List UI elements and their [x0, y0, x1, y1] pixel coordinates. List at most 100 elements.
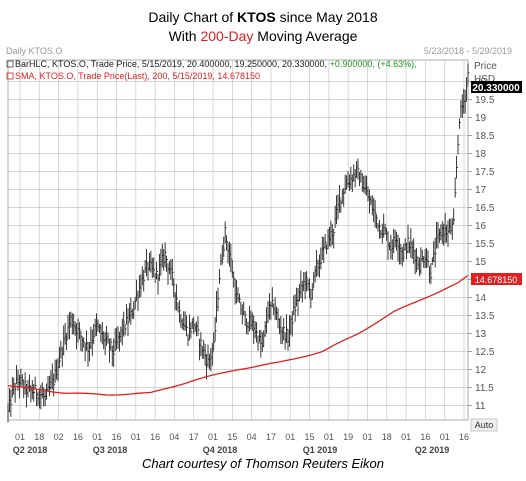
x-tick-label: 01 — [285, 432, 295, 442]
price-bar — [213, 332, 216, 351]
price-bar — [456, 155, 458, 179]
price-bar — [467, 63, 470, 85]
price-bar — [378, 219, 381, 239]
price-bar — [221, 244, 224, 265]
auto-scale-label: Auto — [475, 420, 494, 430]
price-bar — [93, 323, 96, 345]
last-price-tag-bg — [471, 81, 522, 93]
y-tick-label: 16.5 — [475, 203, 495, 214]
y-tick-label: 19.5 — [475, 95, 495, 106]
price-bar — [224, 221, 227, 244]
last-price-tag: 20.330000 — [472, 83, 520, 94]
x-period-label: Q2 2019 — [415, 445, 450, 455]
x-tick-label: 17 — [189, 432, 199, 442]
title-highlight: 200-Day — [200, 28, 254, 44]
title-line-2: With 200-Day Moving Average — [168, 28, 358, 44]
x-tick-label: 16 — [150, 432, 160, 442]
x-tick-label: 01 — [15, 432, 25, 442]
price-bar — [338, 184, 341, 213]
price-bar — [83, 337, 86, 348]
price-bar — [223, 236, 226, 258]
sma-price-tag: 14.678150 — [475, 275, 518, 285]
y-tick-label: 13.5 — [475, 311, 495, 322]
x-tick-label: 01 — [92, 432, 102, 442]
price-bar — [123, 311, 126, 337]
x-tick-label: 01 — [401, 432, 411, 442]
x-tick-label: 18 — [34, 432, 44, 442]
x-period-label: Q3 2018 — [93, 445, 128, 455]
price-bar — [407, 224, 410, 254]
price-bar — [291, 311, 294, 337]
price-bar — [294, 294, 297, 322]
price-bar — [34, 376, 37, 390]
price-bar — [226, 235, 228, 251]
price-bar — [166, 255, 168, 272]
price-bar — [186, 315, 188, 337]
price-bar — [133, 301, 136, 319]
bar-legend-text: BarHLC, KTOS.O, Trade Price, 5/15/2019, … — [15, 59, 417, 69]
price-bar — [464, 89, 467, 114]
y-tick-label: 14 — [475, 293, 487, 304]
price-bar — [454, 177, 457, 198]
x-tick-label: 01 — [131, 432, 141, 442]
currency-axis-label: USD — [474, 74, 495, 85]
price-bar — [217, 287, 220, 312]
price-bar — [283, 317, 286, 341]
x-tick-label: 04 — [247, 432, 257, 442]
price-bar — [324, 234, 327, 249]
price-bar — [178, 300, 181, 323]
price-bar — [33, 384, 36, 402]
x-tick-label: 16 — [459, 432, 469, 442]
x-tick-label: 01 — [440, 432, 450, 442]
price-bar — [143, 269, 146, 292]
price-bar — [458, 118, 461, 129]
x-tick-label: 01 — [362, 432, 372, 442]
chart-header-name: Daily KTOS.O — [6, 46, 62, 56]
y-tick-label: 13 — [475, 329, 487, 340]
auto-scale-button[interactable] — [470, 418, 498, 432]
price-bar — [140, 274, 143, 298]
price-bar — [453, 208, 456, 225]
y-tick-label: 15.5 — [475, 239, 495, 250]
x-tick-label: 01 — [324, 432, 334, 442]
price-bar — [430, 263, 433, 285]
y-tick-label: 12.5 — [475, 347, 495, 358]
bar-legend-icon — [6, 60, 14, 68]
y-tick-label: 11.5 — [475, 383, 494, 394]
price-bar — [230, 243, 233, 273]
price-bar — [197, 316, 200, 336]
y-tick-label: 17 — [475, 185, 487, 196]
y-axis-ticks: 1111.51212.51313.51414.51515.51616.51717… — [468, 77, 495, 412]
price-bar — [257, 335, 260, 351]
price-bar — [153, 257, 156, 278]
x-tick-label: 15 — [227, 432, 237, 442]
y-tick-label: 18 — [475, 149, 487, 160]
price-bar — [124, 323, 127, 336]
x-tick-label: 04 — [169, 432, 179, 442]
price-bar — [190, 322, 193, 339]
chart-header-date-range: 5/23/2018 - 5/29/2019 — [424, 46, 512, 56]
x-tick-label: 16 — [73, 432, 83, 442]
sma-200-line — [7, 274, 469, 396]
price-bar — [164, 242, 167, 268]
price-bar — [374, 199, 377, 228]
x-tick-label: 16 — [420, 432, 430, 442]
price-bar — [358, 171, 361, 187]
x-tick-label: 18 — [382, 432, 392, 442]
x-period-label: Q2 2018 — [13, 445, 48, 455]
x-tick-label: 17 — [266, 432, 276, 442]
price-bar — [376, 214, 378, 229]
price-bar — [66, 333, 68, 351]
price-bar — [286, 314, 288, 344]
price-bar — [171, 258, 174, 286]
price-axis-label: Price — [474, 61, 497, 72]
price-bar — [176, 284, 178, 311]
price-bar — [434, 237, 437, 268]
price-bar — [211, 343, 214, 366]
chart-title: Daily Chart of KTOS since May 2018 With … — [0, 8, 526, 46]
price-bar — [200, 332, 203, 356]
chart-credit: Chart courtesy of Thomson Reuters Eikon — [141, 456, 385, 471]
price-bar — [427, 250, 430, 268]
price-bar — [233, 271, 236, 288]
